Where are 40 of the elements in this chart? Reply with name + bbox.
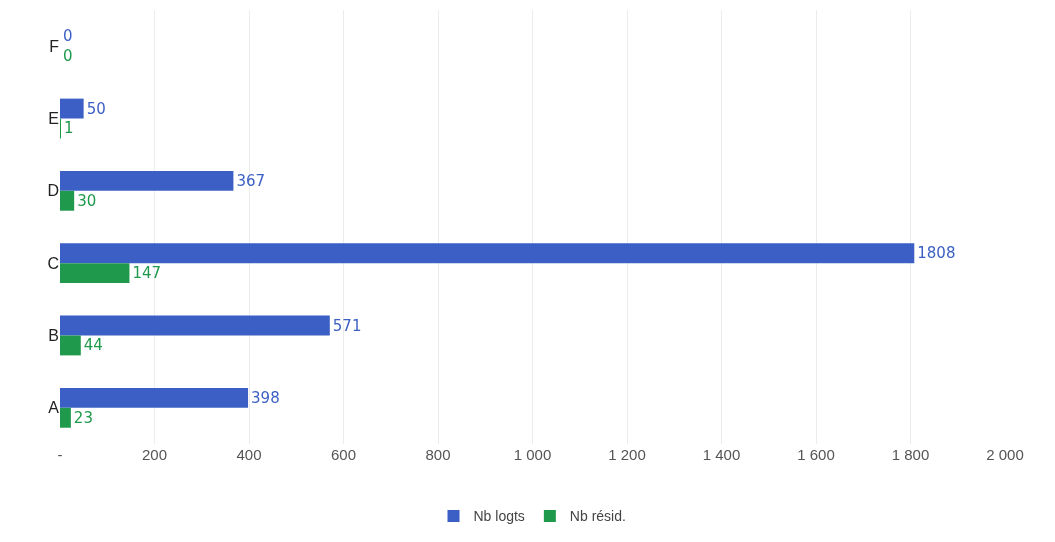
x-tick-label: 800 xyxy=(425,446,451,463)
bar xyxy=(60,98,84,119)
data-label: 398 xyxy=(251,388,280,407)
x-tick-label: 1 200 xyxy=(608,446,646,463)
x-tick-label: 400 xyxy=(236,446,262,463)
x-tick-label: 600 xyxy=(330,446,357,463)
bar xyxy=(60,315,330,336)
data-label: 30 xyxy=(77,191,97,210)
data-label: 44 xyxy=(83,336,103,355)
bar xyxy=(60,190,75,211)
y-tick-label: C xyxy=(47,254,59,272)
bar xyxy=(60,243,915,264)
x-tick-label: 1 800 xyxy=(891,446,930,463)
x-tick-label: 2 000 xyxy=(986,446,1024,463)
data-label: 23 xyxy=(73,408,93,427)
x-tick-label: 1 400 xyxy=(702,446,741,463)
data-label: 0 xyxy=(63,47,73,66)
x-tick-label: 1 600 xyxy=(797,446,835,463)
x-tick-label: 1 000 xyxy=(513,446,552,463)
x-tick-label: 200 xyxy=(141,446,168,463)
legend-label: Nb résid. xyxy=(569,508,626,525)
bar xyxy=(60,263,130,284)
bar xyxy=(60,387,249,408)
data-label: 50 xyxy=(86,99,106,118)
data-label: 1 xyxy=(64,119,74,138)
bar xyxy=(60,335,81,356)
legend-label: Nb logts xyxy=(473,508,525,525)
y-tick-label: E xyxy=(48,110,59,128)
y-tick-label: A xyxy=(48,399,60,417)
data-label: 0 xyxy=(63,27,73,46)
bar xyxy=(60,170,234,191)
y-tick-label: F xyxy=(49,37,60,55)
data-label: 571 xyxy=(332,316,362,335)
data-label: 1808 xyxy=(917,244,956,263)
data-label: 367 xyxy=(236,171,266,190)
y-tick-label: B xyxy=(48,327,59,345)
bar xyxy=(60,407,71,428)
data-label: 147 xyxy=(132,264,162,283)
y-tick-label: D xyxy=(47,182,59,200)
x-tick-label: - xyxy=(57,446,63,463)
